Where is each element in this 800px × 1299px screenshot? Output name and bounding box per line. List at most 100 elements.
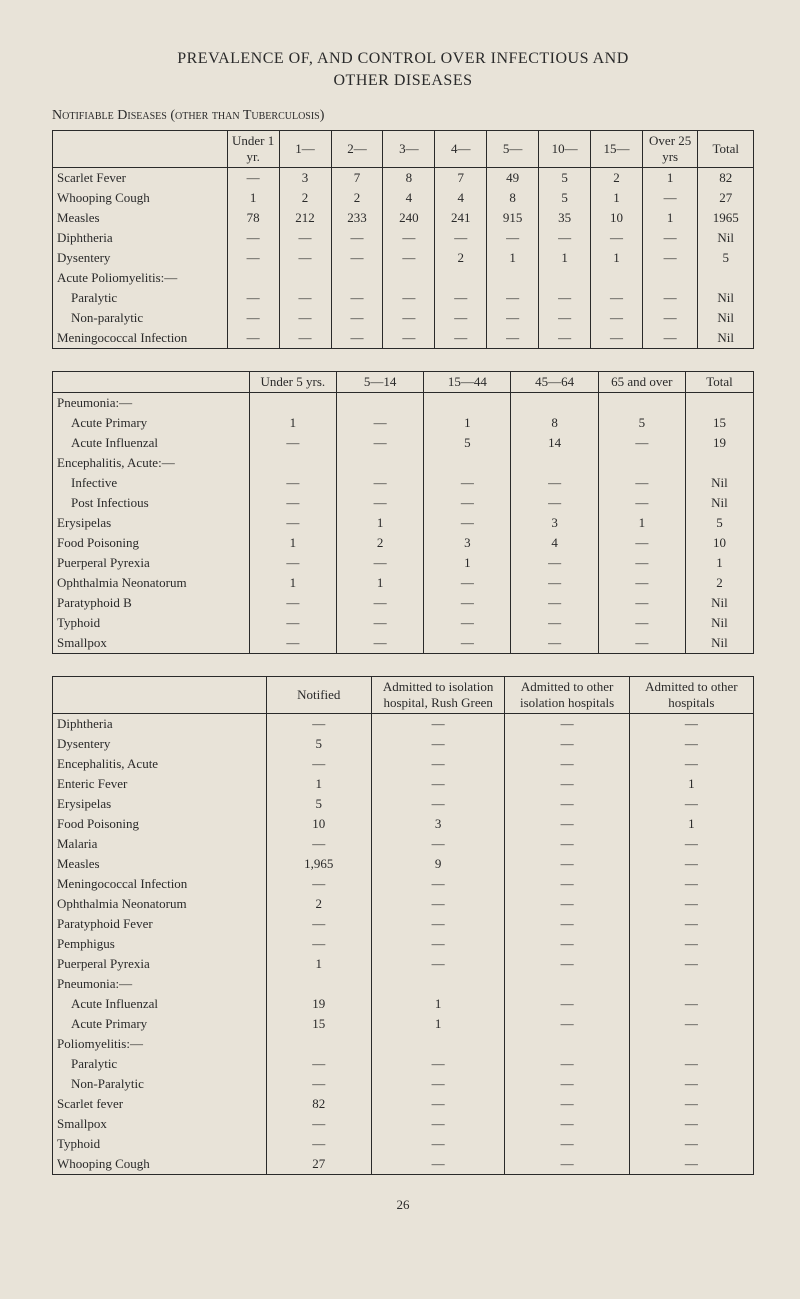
row-label: Paratyphoid Fever (53, 914, 267, 934)
cell-value: 49 (487, 168, 539, 189)
cell-value: — (591, 328, 643, 349)
cell-value: 1,965 (266, 854, 371, 874)
cell-value: — (371, 1054, 505, 1074)
cell-value: 14 (511, 433, 598, 453)
cell-value: 5 (266, 734, 371, 754)
row-label: Scarlet Fever (53, 168, 228, 189)
section-subtitle: Notifiable Diseases (other than Tubercul… (52, 108, 754, 124)
cell-value (505, 974, 629, 994)
table-row: Meningococcal Infection—————————Nil (53, 328, 754, 349)
row-label: Erysipelas (53, 513, 250, 533)
cell-value: — (598, 553, 685, 573)
cell-value: — (371, 1074, 505, 1094)
cell-value: 1 (642, 168, 697, 189)
cell-value: 1 (249, 573, 336, 593)
cell-value: 10 (266, 814, 371, 834)
row-label: Smallpox (53, 1114, 267, 1134)
cell-value: 7 (331, 168, 383, 189)
column-header: Admitted to isolation hospital, Rush Gre… (371, 677, 505, 714)
cell-value: 1 (336, 573, 423, 593)
cell-value: — (371, 1094, 505, 1114)
cell-value: 5 (539, 168, 591, 189)
cell-value: — (266, 754, 371, 774)
cell-value: — (424, 473, 511, 493)
cell-value: 1 (371, 994, 505, 1014)
cell-value: — (336, 493, 423, 513)
cell-value: — (505, 894, 629, 914)
cell-value: — (331, 308, 383, 328)
cell-value: Nil (685, 493, 753, 513)
table-row: Scarlet fever82——— (53, 1094, 754, 1114)
cell-value: — (511, 593, 598, 613)
cell-value: — (424, 573, 511, 593)
table-row: Whooping Cough27——— (53, 1154, 754, 1175)
cell-value: — (266, 714, 371, 735)
table-row: Smallpox———— (53, 1114, 754, 1134)
row-label: Meningococcal Infection (53, 874, 267, 894)
cell-value: — (505, 734, 629, 754)
cell-value: — (629, 1094, 753, 1114)
row-label: Smallpox (53, 633, 250, 654)
cell-value (336, 453, 423, 473)
cell-value: — (336, 413, 423, 433)
row-label: Meningococcal Infection (53, 328, 228, 349)
cell-value: 2 (279, 188, 331, 208)
table1-body: Scarlet Fever—37874952182Whooping Cough1… (53, 168, 754, 349)
cell-value: — (629, 1114, 753, 1134)
cell-value: — (424, 493, 511, 513)
row-label: Paralytic (53, 1054, 267, 1074)
cell-value: — (511, 613, 598, 633)
cell-value: 10 (685, 533, 753, 553)
cell-value: 3 (371, 814, 505, 834)
cell-value (227, 268, 279, 288)
cell-value: Nil (685, 633, 753, 654)
table-row: Acute Influenzal191—— (53, 994, 754, 1014)
cell-value: — (227, 248, 279, 268)
row-label: Pneumonia:— (53, 393, 250, 414)
row-label: Malaria (53, 834, 267, 854)
table-row: Infective—————Nil (53, 473, 754, 493)
cell-value (249, 393, 336, 414)
cell-value: — (266, 834, 371, 854)
column-header: 15— (591, 131, 643, 168)
cell-value: — (383, 308, 435, 328)
cell-value: — (591, 288, 643, 308)
row-label: Diphtheria (53, 228, 228, 248)
table-row: Food Poisoning103—1 (53, 814, 754, 834)
cell-value: 240 (383, 208, 435, 228)
cell-value (685, 393, 753, 414)
cell-value: — (505, 1074, 629, 1094)
cell-value: 15 (266, 1014, 371, 1034)
cell-value: — (598, 573, 685, 593)
cell-value: — (629, 1154, 753, 1175)
cell-value: 1 (598, 513, 685, 533)
cell-value: — (371, 1154, 505, 1175)
row-label: Typhoid (53, 1134, 267, 1154)
cell-value: — (336, 433, 423, 453)
cell-value: — (266, 1054, 371, 1074)
cell-value (331, 268, 383, 288)
table-age-breakdown-1: Under 1 yr.1—2—3—4—5—10—15—Over 25 yrsTo… (52, 130, 754, 349)
cell-value: — (539, 308, 591, 328)
row-label: Paratyphoid B (53, 593, 250, 613)
cell-value: — (629, 794, 753, 814)
cell-value: — (598, 493, 685, 513)
cell-value: — (505, 1014, 629, 1034)
cell-value: — (591, 228, 643, 248)
cell-value: 7 (435, 168, 487, 189)
cell-value: — (629, 894, 753, 914)
row-label: Encephalitis, Acute (53, 754, 267, 774)
cell-value: 82 (698, 168, 754, 189)
cell-value: — (424, 633, 511, 654)
table-row: Paratyphoid Fever———— (53, 914, 754, 934)
row-label: Whooping Cough (53, 1154, 267, 1175)
cell-value: — (249, 593, 336, 613)
cell-value: — (424, 613, 511, 633)
cell-value: — (598, 473, 685, 493)
cell-value (539, 268, 591, 288)
row-label: Dysentery (53, 734, 267, 754)
cell-value: 5 (424, 433, 511, 453)
cell-value: 1 (642, 208, 697, 228)
row-label: Pemphigus (53, 934, 267, 954)
table-row: Typhoid———— (53, 1134, 754, 1154)
